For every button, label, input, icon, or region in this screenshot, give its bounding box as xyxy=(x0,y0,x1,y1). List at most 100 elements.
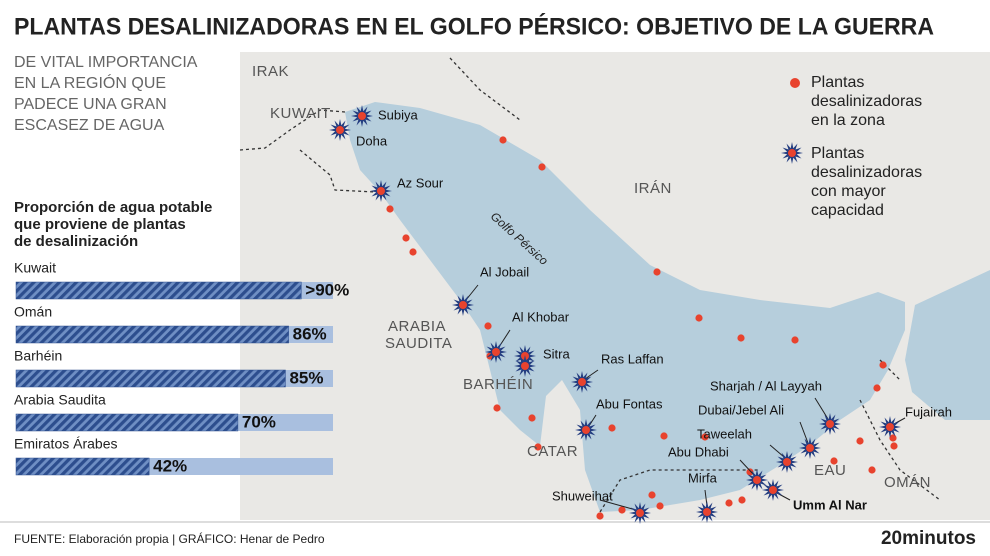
region-label: OMÁN xyxy=(884,474,931,491)
plant-dot xyxy=(653,268,661,276)
plant-dot xyxy=(856,437,864,445)
plant-label: Ras Laffan xyxy=(601,351,664,366)
plant-label: Subiya xyxy=(378,107,419,122)
plant-label: Abu Fontas xyxy=(596,396,663,411)
plant-label: Al Khobar xyxy=(512,309,570,324)
chart-title: que proviene de plantas xyxy=(14,216,186,233)
plant-dot xyxy=(725,499,733,507)
leader-line xyxy=(584,369,599,380)
plant-star-core xyxy=(826,420,834,428)
plant-dot xyxy=(538,163,546,171)
plant-dot xyxy=(889,434,897,442)
plant-dot xyxy=(879,361,887,369)
bar xyxy=(15,325,289,344)
plant-dot xyxy=(493,404,501,412)
brand: 20minutos xyxy=(881,528,976,549)
chart-title: de desalinización xyxy=(14,233,138,250)
region-label: CATAR xyxy=(527,443,578,460)
category-label: Kuwait xyxy=(14,260,56,276)
region-label: EAU xyxy=(814,462,846,479)
value-label: 42% xyxy=(153,456,187,475)
plant-star-core xyxy=(769,486,777,494)
category-label: Emiratos Árabes xyxy=(14,436,117,452)
bar xyxy=(15,369,286,388)
plant-dot xyxy=(534,443,542,451)
plant-label: Abu Dhabi xyxy=(668,444,729,459)
region-label: BARHÉIN xyxy=(463,376,533,393)
plant-label: Fujairah xyxy=(905,404,952,419)
category-label: Arabia Saudita xyxy=(14,392,106,408)
region-label: ARABIA xyxy=(388,318,446,335)
plant-star-core xyxy=(703,508,711,516)
plant-star-core xyxy=(806,444,814,452)
value-label: 86% xyxy=(293,324,327,343)
legend-dot xyxy=(790,78,800,88)
plant-star-core xyxy=(377,187,385,195)
chart-title: Proporción de agua potable xyxy=(14,199,212,216)
plant-dot xyxy=(873,384,881,392)
plant-dot xyxy=(660,432,668,440)
plant-dot xyxy=(528,414,536,422)
legend-label: desalinizadoras xyxy=(811,93,922,110)
gulf-water xyxy=(345,102,905,512)
plant-label: Al Jobail xyxy=(480,264,529,279)
region-label: KUWAIT xyxy=(270,105,331,122)
plant-star-core xyxy=(636,509,644,517)
subtitle-line: EN LA REGIÓN QUE xyxy=(14,73,166,92)
plant-dot xyxy=(746,468,754,476)
leader-line xyxy=(814,397,829,420)
plant-label: Dubai/Jebel Ali xyxy=(698,402,784,417)
category-label: Omán xyxy=(14,304,52,320)
plant-dot xyxy=(499,136,507,144)
plant-star-core xyxy=(582,426,590,434)
plant-star-core xyxy=(886,423,894,431)
bar xyxy=(15,281,302,300)
region-label: IRÁN xyxy=(634,180,672,197)
bar xyxy=(15,457,150,476)
plant-label: Az Sour xyxy=(397,175,444,190)
legend-label: en la zona xyxy=(811,112,885,129)
bar xyxy=(15,413,239,432)
plant-dot xyxy=(402,234,410,242)
plant-dot xyxy=(484,322,492,330)
legend-label: Plantas xyxy=(811,145,864,162)
plant-dot xyxy=(608,424,616,432)
leader-line xyxy=(465,284,479,301)
plant-label: Shuweihat xyxy=(552,488,613,503)
plant-label: Taweelah xyxy=(697,426,752,441)
leader-line xyxy=(799,421,809,444)
plant-star-core xyxy=(578,378,586,386)
plant-label: Mirfa xyxy=(688,470,718,485)
plant-dot xyxy=(737,334,745,342)
plant-star-core xyxy=(358,112,366,120)
plant-dot xyxy=(409,248,417,256)
leader-line xyxy=(769,444,785,458)
plant-dot xyxy=(596,512,604,520)
plant-dot xyxy=(738,496,746,504)
plant-star-core xyxy=(753,476,761,484)
plant-dot xyxy=(890,442,898,450)
legend-label: Plantas xyxy=(811,74,864,91)
plant-star-core xyxy=(459,301,467,309)
title: PLANTAS DESALINIZADORAS EN EL GOLFO PÉRS… xyxy=(14,12,934,40)
plant-label: Doha xyxy=(356,133,388,148)
value-label: 70% xyxy=(242,412,276,431)
plant-star-core xyxy=(492,348,500,356)
plant-label: Sharjah / Al Layyah xyxy=(710,378,822,393)
plant-dot xyxy=(648,491,656,499)
plant-label: Umm Al Nar xyxy=(793,497,867,512)
value-label: >90% xyxy=(305,280,349,299)
plant-star-core xyxy=(336,126,344,134)
category-label: Barhéin xyxy=(14,348,62,364)
subtitle-line: DE VITAL IMPORTANCIA xyxy=(14,54,198,71)
legend-label: capacidad xyxy=(811,202,884,219)
subtitle-line: ESCASEZ DE AGUA xyxy=(14,117,165,134)
plant-star-core xyxy=(783,458,791,466)
plant-dot xyxy=(791,336,799,344)
region-label: SAUDITA xyxy=(385,335,452,352)
region-label: IRAK xyxy=(252,63,289,80)
plant-dot xyxy=(695,314,703,322)
plant-label: Sitra xyxy=(543,346,571,361)
plant-dot xyxy=(701,433,709,441)
